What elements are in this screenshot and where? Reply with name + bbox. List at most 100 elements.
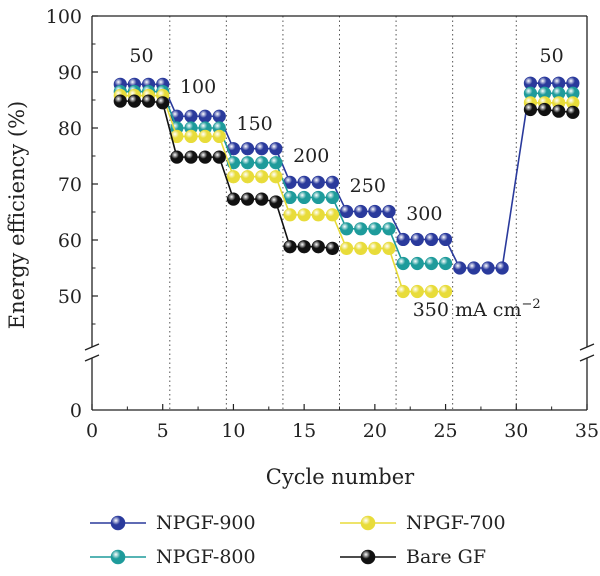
data-point [184,109,198,123]
data-point [368,222,382,236]
data-point [269,142,283,156]
data-point [325,190,340,205]
axis-break-mark [84,343,100,351]
rate-label: 200 [293,145,329,167]
legend-dot [110,515,126,531]
legend-marker-npgf-900 [90,515,146,531]
axis-break-mark [84,354,100,362]
rate-label: 300 [406,203,442,225]
axis-break-mark [579,343,595,351]
legend-marker-bare-gf [340,549,396,565]
data-point [339,204,354,219]
data-point [453,261,467,275]
series-line [120,94,446,293]
rate-labels: 50 100 150 200 250 300 350 mA cm−2 50 [129,45,563,321]
legend-dot [360,549,376,565]
data-point [410,256,424,271]
data-point [113,94,127,108]
legend-marker-npgf-700 [340,515,396,531]
data-point [283,208,297,222]
data-point [325,175,340,189]
data-point [226,170,241,184]
legend-label: NPGF-700 [406,512,506,534]
legend: NPGF-900 NPGF-800 NPGF-700 Bare GF [0,500,600,576]
x-tick-label: 25 [433,420,457,442]
data-point [339,241,354,255]
data-point [198,129,212,143]
data-point [566,105,580,119]
rate-label: 100 [180,76,216,98]
rate-label: 350 mA cm−2 [413,297,541,321]
data-point [212,109,226,123]
x-tick-label: 0 [86,420,98,442]
axes: 0 5 10 15 20 25 30 35 0 50 60 70 80 90 100 [46,6,599,442]
data-point [297,175,311,189]
y-tick-label: 60 [58,230,82,252]
data-point [438,232,453,247]
data-point [311,208,325,222]
data-point [382,222,396,236]
energy-efficiency-chart: 0 5 10 15 20 25 30 35 0 50 60 70 80 90 100 50 100 150 200… [5,6,599,489]
data-point [311,240,325,254]
rate-label-superscript: −2 [521,297,540,312]
data-point [354,241,368,255]
data-point [297,240,311,254]
x-tick-label: 5 [157,420,169,442]
data-point [255,142,269,156]
series-line [530,108,573,114]
data-point [410,232,424,247]
x-tick-label: 30 [504,420,528,442]
data-point [184,129,198,143]
legend-item-npgf-700: NPGF-700 [338,508,506,538]
y-tick-label: 50 [58,286,82,308]
data-point [198,109,212,123]
data-point [368,241,382,255]
legend-dot [360,515,376,531]
data-point [311,175,325,189]
legend-dot [110,549,126,565]
data-point [198,150,212,164]
data-point [325,241,340,255]
data-point [170,150,184,164]
legend-label: NPGF-800 [156,546,256,568]
series-bare-gf [113,94,580,255]
data-point [240,192,255,206]
data-point [552,104,566,118]
data-point [354,222,368,236]
series-npgf-700 [113,88,580,299]
x-tick-label: 15 [292,420,316,442]
x-axis-label: Cycle number [266,465,415,489]
data-point [212,150,226,164]
data-point [495,261,509,275]
x-tick-label: 35 [575,420,599,442]
data-point [240,142,255,156]
data-point [523,102,538,117]
data-point [354,204,368,219]
rate-label: 50 [540,45,564,67]
data-point [368,204,382,219]
data-point [424,256,439,271]
data-point [424,232,439,247]
data-point [297,208,311,222]
data-point [481,261,495,275]
y-axis-label: Energy efficiency (%) [5,101,29,329]
data-point [537,102,552,117]
data-point [127,94,142,108]
data-point [467,261,481,275]
rate-label: 250 [350,175,386,197]
data-point [170,129,184,143]
data-point [396,256,410,271]
data-point [339,222,354,236]
data-point [156,96,170,110]
y-tick-label: 90 [58,62,82,84]
data-point [240,156,255,170]
data-point [396,284,410,299]
data-point [269,195,283,209]
data-point [325,208,340,222]
data-point [255,170,269,184]
data-point [382,204,396,219]
data-point [424,284,439,299]
y-tick-label: 0 [70,400,82,422]
series-npgf-900 [113,76,580,275]
data-point [212,129,226,143]
